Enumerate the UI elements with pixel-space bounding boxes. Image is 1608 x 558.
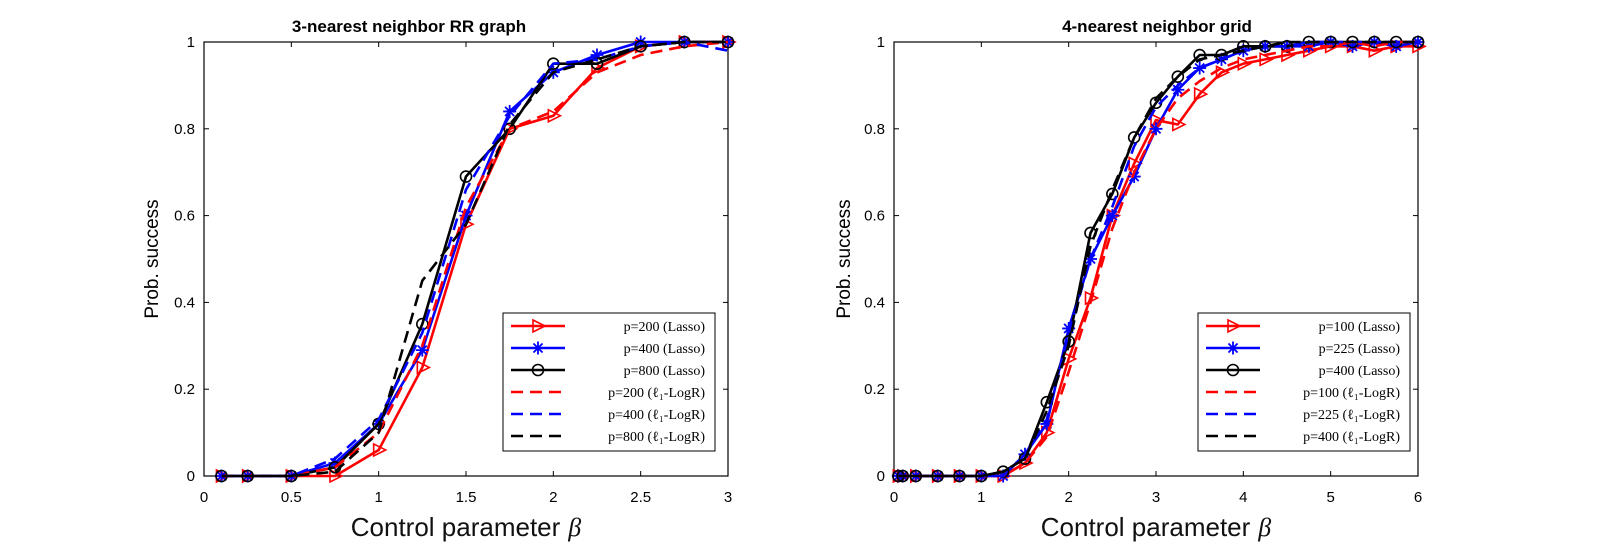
- x-axis-label-text: Control parameter: [1041, 512, 1251, 542]
- data-point: [1259, 52, 1274, 67]
- y-tick-label: 0.6: [864, 208, 885, 225]
- x-tick-label: 3: [724, 489, 732, 506]
- x-tick-label: 2.5: [630, 489, 651, 506]
- legend-entry: p=100 (Lasso): [1319, 320, 1401, 335]
- x-tick-label: 1: [977, 489, 985, 506]
- series-line: [898, 40, 1418, 478]
- x-tick-label: 3: [1152, 489, 1160, 506]
- legend-marker: [531, 341, 545, 355]
- data-point: [459, 209, 473, 223]
- data-point: [1346, 39, 1359, 53]
- legend-entry: p=225 (ℓ₁-LogR): [1303, 408, 1400, 423]
- x-tick-label: 0.5: [281, 489, 302, 506]
- legend-entry: p=400 (ℓ₁-LogR): [608, 408, 705, 423]
- data-point: [547, 108, 563, 124]
- x-axis-label-symbol: β: [567, 513, 581, 542]
- legend-entry: p=400 (Lasso): [624, 342, 706, 357]
- y-axis-label: Prob. success: [142, 199, 163, 318]
- x-axis-label: Control parameter β: [351, 512, 582, 542]
- data-point: [1105, 209, 1119, 223]
- axis-ticks: 0 0.5 1 1.5 2 2.5 3 0 0.2 0.4 0.6 0.8 1: [174, 34, 732, 506]
- data-point: [1150, 112, 1165, 128]
- data-point: [459, 170, 473, 183]
- x-tick-label: 4: [1239, 489, 1247, 506]
- legend-entry: p=100 (ℓ₁-LogR): [1303, 386, 1400, 401]
- legend-marker: [1226, 341, 1240, 355]
- data-point: [1127, 170, 1141, 184]
- legend-entry: p=400 (Lasso): [1319, 364, 1401, 379]
- chart-title: 3-nearest neighbor RR graph: [292, 17, 526, 36]
- legend-box: [502, 312, 716, 452]
- x-tick-label: 1.5: [456, 489, 477, 506]
- x-axis-label-symbol: β: [1257, 513, 1271, 542]
- data-point: [1149, 122, 1163, 136]
- legend-entry: p=200 (ℓ₁-LogR): [608, 386, 705, 401]
- legend-entry: p=800 (ℓ₁-LogR): [608, 430, 705, 445]
- y-tick-label: 0.4: [864, 294, 885, 311]
- data-point: [1171, 83, 1185, 97]
- data-point: [590, 48, 604, 62]
- data-point: [1193, 86, 1209, 102]
- y-tick-label: 0.8: [174, 121, 195, 138]
- x-axis-label-text: Control parameter: [351, 512, 561, 542]
- data-point: [1171, 70, 1185, 84]
- x-tick-label: 2: [549, 489, 557, 506]
- legend-entry: p=200 (Lasso): [624, 320, 706, 335]
- x-tick-label: 0: [200, 489, 208, 506]
- data-point: [415, 343, 429, 357]
- data-point: [1106, 187, 1119, 201]
- legend-marker: [1227, 318, 1242, 334]
- chart-title: 4-nearest neighbor grid: [1062, 17, 1252, 36]
- y-tick-label: 0.6: [174, 208, 195, 225]
- y-tick-label: 0: [877, 468, 885, 485]
- y-tick-label: 0.2: [864, 381, 885, 398]
- series-layer: [891, 35, 1427, 484]
- y-axis-label: Prob. success: [834, 199, 855, 318]
- legend-entry: p=225 (Lasso): [1319, 342, 1401, 357]
- legend-box: [1197, 312, 1411, 452]
- y-tick-label: 0.4: [174, 294, 195, 311]
- data-point: [1172, 117, 1187, 132]
- data-point: [1040, 417, 1054, 431]
- data-point: [372, 442, 388, 458]
- series-line: [221, 40, 728, 478]
- series-layer: [214, 34, 737, 484]
- chart-panel-rr-graph: 3-nearest neighbor RR graph 0 0.5 1 1.5 2 2.5…: [142, 17, 737, 542]
- legend: p=200 (Lasso) p=400 (Lasso) p=800 (Lasso) p…: [502, 312, 716, 452]
- series-line: [221, 40, 729, 478]
- data-point: [503, 104, 517, 118]
- legend-marker: [532, 318, 547, 334]
- series-p-400-logr: [898, 40, 1418, 478]
- legend-entry: p=400 (ℓ₁-LogR): [1303, 430, 1400, 445]
- data-point: [1389, 39, 1403, 53]
- y-tick-label: 0.2: [174, 381, 195, 398]
- data-point: [634, 35, 648, 49]
- x-tick-label: 2: [1064, 489, 1072, 506]
- x-tick-label: 1: [374, 489, 382, 506]
- data-point: [1193, 61, 1207, 75]
- data-point: [416, 360, 432, 375]
- series-p-800-logr: [221, 40, 728, 478]
- y-tick-label: 1: [877, 34, 885, 51]
- x-tick-label: 6: [1414, 489, 1422, 506]
- series-p-200-logr: [221, 40, 729, 478]
- legend-marker: [531, 363, 545, 377]
- chart-panel-grid: 4-nearest neighbor grid 0 1 2 3 4 5 6 0 0.2 0.4 0.…: [834, 17, 1427, 542]
- data-point: [214, 469, 228, 483]
- legend-entry: p=800 (Lasso): [624, 364, 706, 379]
- data-point: [1127, 131, 1141, 144]
- y-tick-label: 0: [187, 468, 195, 485]
- x-tick-label: 5: [1326, 489, 1334, 506]
- legend-marker: [1226, 363, 1240, 377]
- legend: p=100 (Lasso) p=225 (Lasso) p=400 (Lasso) p…: [1197, 312, 1411, 452]
- data-point: [503, 122, 516, 136]
- x-tick-label: 0: [890, 489, 898, 506]
- y-tick-label: 0.8: [864, 121, 885, 138]
- y-tick-label: 1: [187, 34, 195, 51]
- data-point: [328, 456, 342, 470]
- data-point: [590, 57, 604, 71]
- x-axis-label: Control parameter β: [1041, 512, 1272, 542]
- data-point: [1237, 56, 1253, 71]
